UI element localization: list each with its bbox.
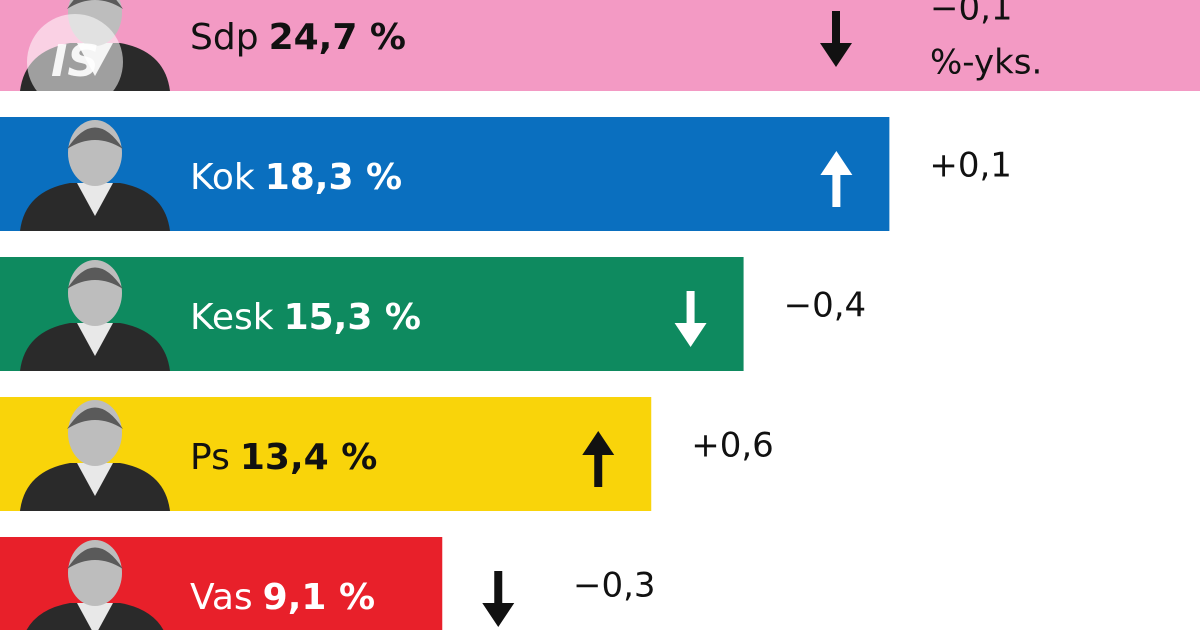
portrait-collar bbox=[77, 323, 113, 356]
portrait-hair bbox=[67, 267, 123, 289]
value-label: 15,3 % bbox=[284, 297, 421, 338]
party-name: Kok bbox=[190, 157, 255, 198]
change-arrow bbox=[674, 291, 707, 347]
portrait-hair bbox=[67, 0, 123, 9]
change-arrow bbox=[582, 431, 615, 487]
logo-circle bbox=[27, 14, 123, 110]
value-label: 18,3 % bbox=[265, 157, 402, 198]
portrait bbox=[26, 540, 164, 630]
logo: IS bbox=[51, 36, 99, 87]
change-unit: %-yks. bbox=[930, 43, 1042, 83]
portrait-hair bbox=[67, 547, 123, 569]
change-arrow bbox=[482, 571, 515, 627]
party-name: Vas bbox=[190, 577, 253, 618]
bar-label: Ps 13,4 % bbox=[190, 437, 377, 478]
party-name: Sdp bbox=[190, 17, 259, 58]
portrait-collar bbox=[77, 463, 113, 496]
value-label: 13,4 % bbox=[240, 437, 377, 478]
change-label: +0,1 bbox=[929, 146, 1012, 186]
party-name: Kesk bbox=[190, 297, 274, 338]
portrait-collar bbox=[77, 183, 113, 216]
portrait-hair bbox=[67, 407, 123, 429]
party-name: Ps bbox=[190, 437, 230, 478]
portrait bbox=[20, 400, 170, 511]
change-label: −0,1 bbox=[930, 0, 1013, 29]
bar bbox=[0, 0, 1200, 91]
portrait bbox=[20, 260, 170, 371]
change-label: +0,6 bbox=[691, 426, 774, 466]
value-label: 9,1 % bbox=[263, 577, 375, 618]
bar-label: Kesk 15,3 % bbox=[190, 297, 421, 338]
portrait bbox=[20, 120, 170, 231]
portrait-hair bbox=[67, 127, 123, 149]
change-arrow bbox=[820, 151, 853, 207]
change-label: −0,3 bbox=[573, 566, 656, 606]
value-label: 24,7 % bbox=[269, 17, 406, 58]
change-arrow bbox=[820, 11, 852, 67]
portrait-collar bbox=[77, 603, 113, 630]
bar-label: Kok 18,3 % bbox=[190, 157, 402, 198]
bar-label: Sdp 24,7 % bbox=[190, 17, 406, 58]
bar-label: Vas 9,1 % bbox=[190, 577, 375, 618]
change-label: −0,4 bbox=[784, 286, 867, 326]
